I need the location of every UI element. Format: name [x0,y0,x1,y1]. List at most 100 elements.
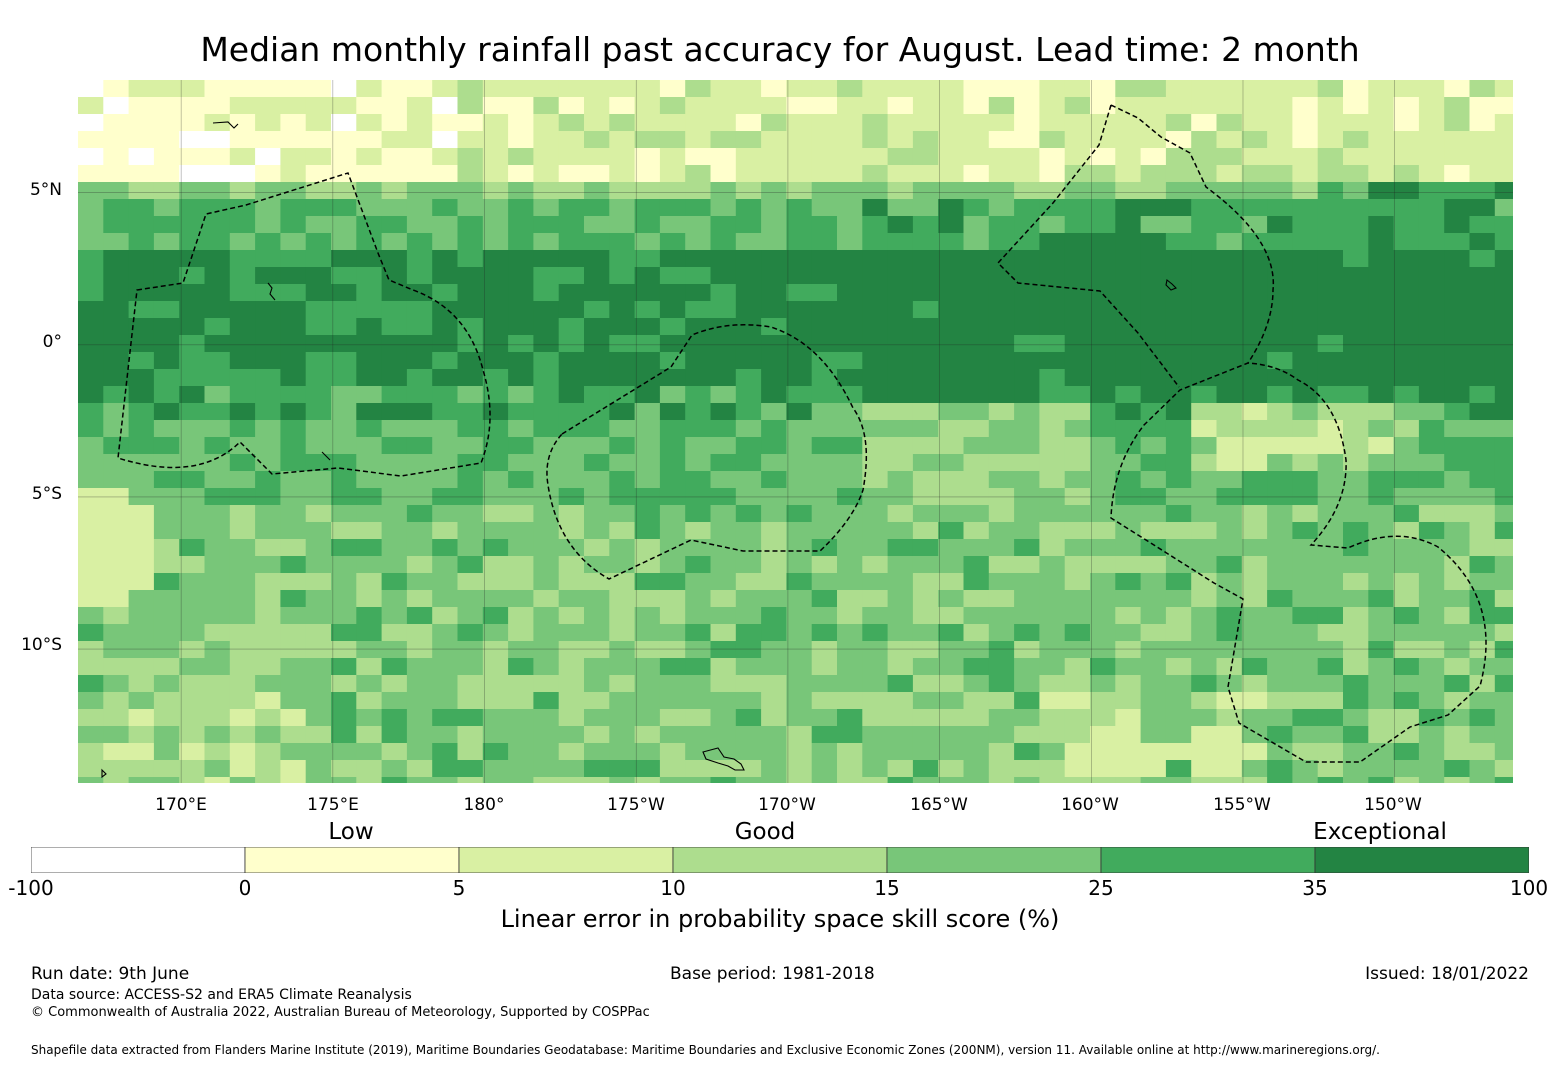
grid-cell [685,488,712,506]
grid-cell [179,182,206,200]
grid-cell [1241,318,1268,336]
grid-cell [381,760,408,778]
grid-cell [1368,488,1395,506]
grid-cell [255,216,281,234]
grid-cell [482,148,509,166]
grid-cell [533,182,560,200]
grid-cell [153,318,180,336]
grid-cell [1343,352,1369,370]
grid-cell [482,301,509,319]
grid-cell [128,131,155,149]
grid-cell [381,709,408,727]
grid-cell [229,165,256,183]
grid-cell [912,403,939,421]
grid-cell [609,488,636,506]
grid-cell [1140,437,1167,455]
grid-cell [78,522,104,540]
grid-cell [710,692,737,710]
grid-cell [381,454,408,472]
grid-cell [735,165,762,183]
grid-cell [1064,165,1091,183]
grid-cell [153,250,180,268]
grid-cell [204,131,231,149]
grid-cell [963,777,990,783]
grid-cell [482,539,509,557]
grid-cell [1469,318,1496,336]
grid-cell [482,488,509,506]
grid-cell [1469,437,1496,455]
grid-cell [1241,369,1268,387]
grid-cell [735,318,762,336]
grid-cell [1267,403,1293,421]
grid-cell [938,114,965,132]
grid-cell [786,131,813,149]
grid-cell [1393,437,1420,455]
grid-cell [1241,335,1268,353]
grid-cell [862,658,889,676]
grid-cell [533,573,560,591]
grid-cell [735,522,762,540]
grid-cell [1090,590,1116,608]
grid-cell [1064,182,1091,200]
grid-cell [761,352,787,370]
grid-cell [255,233,281,251]
grid-cell [103,505,130,523]
y-tick-5n: 5°N [29,180,62,200]
grid-cell [179,318,206,336]
grid-cell [938,573,965,591]
grid-cell [887,624,914,642]
grid-cell [1393,335,1420,353]
grid-cell [103,488,130,506]
grid-cell [1241,182,1268,200]
grid-cell [988,726,1015,744]
grid-cell [457,131,484,149]
grid-cell [280,743,307,761]
grid-cell [1267,607,1293,625]
grid-cell [1014,386,1040,404]
grid-cell [1444,709,1471,727]
grid-cell [963,301,990,319]
grid-cell [1115,709,1142,727]
grid-cell [988,760,1015,778]
grid-cell [1292,267,1319,285]
grid-cell [305,505,332,523]
grid-cell [1165,590,1192,608]
grid-cell [103,267,130,285]
grid-cell [558,709,585,727]
grid-cell [811,420,838,438]
grid-cell [381,692,408,710]
grid-cell [837,522,863,540]
grid-cell [1393,760,1420,778]
grid-cell [761,641,787,659]
grid-cell [634,233,661,251]
grid-cell [1165,284,1192,302]
grid-cell [1317,233,1344,251]
grid-cell [811,624,838,642]
grid-cell [837,709,863,727]
grid-cell [811,692,838,710]
grid-cell [659,182,686,200]
grid-cell [609,624,636,642]
grid-cell [685,80,712,98]
grid-cell [558,471,585,489]
grid-cell [1140,148,1167,166]
grid-cell [482,131,509,149]
grid-cell [1191,420,1218,438]
grid-cell [1165,556,1192,574]
grid-cell [609,318,636,336]
grid-cell [280,573,307,591]
grid-cell [938,301,965,319]
grid-cell [457,369,484,387]
grid-cell [938,607,965,625]
grid-cell [305,301,332,319]
grid-cell [331,777,357,783]
grid-cell [1292,692,1319,710]
grid-cell [710,607,737,625]
grid-cell [179,165,206,183]
grid-cell [508,199,534,217]
grid-cell [1292,777,1319,783]
grid-cell [912,505,939,523]
grid-cell [811,318,838,336]
grid-cell [229,131,256,149]
grid-cell [128,114,155,132]
